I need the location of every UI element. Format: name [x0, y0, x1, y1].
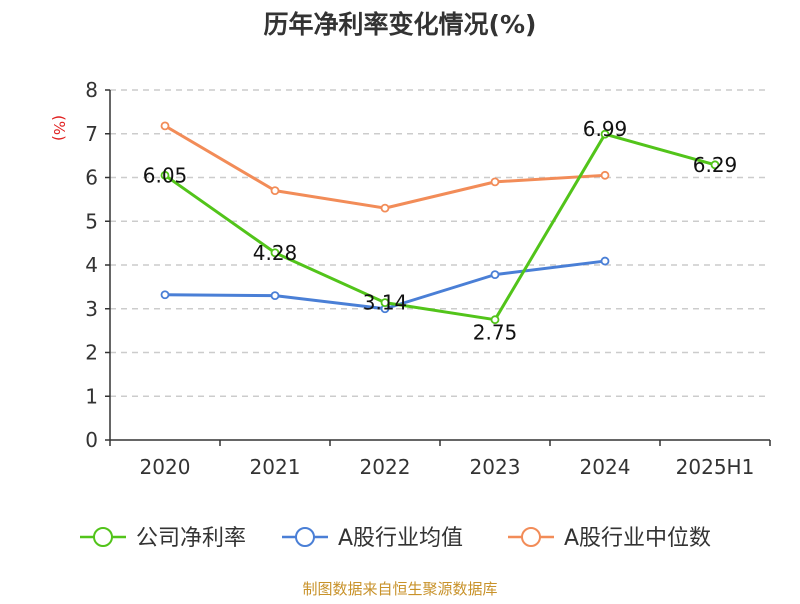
- y-tick-label: 1: [85, 384, 98, 408]
- data-point: [270, 248, 280, 258]
- y-axis-label: (%): [50, 115, 68, 141]
- y-tick-label: 6: [85, 166, 98, 190]
- source-note: 制图数据来自恒生聚源数据库: [302, 580, 497, 598]
- data-point: [160, 170, 170, 180]
- y-tick-label: 4: [85, 253, 98, 277]
- data-point: [600, 129, 610, 139]
- y-tick-label: 2: [85, 341, 98, 365]
- series-line: [164, 124, 606, 210]
- y-tick-label: 7: [85, 122, 98, 146]
- data-point: [490, 177, 500, 187]
- legend-label: A股行业均值: [338, 526, 463, 551]
- data-point: [710, 160, 720, 170]
- series-line: [164, 132, 716, 322]
- data-label: 6.99: [583, 117, 628, 141]
- x-tick-label: 2023: [470, 455, 521, 479]
- legend-label: A股行业中位数: [564, 526, 711, 551]
- data-label: 2.75: [473, 321, 518, 345]
- data-label: 6.29: [693, 153, 738, 177]
- data-point: [490, 270, 500, 280]
- y-tick-label: 0: [85, 428, 98, 452]
- data-point: [490, 315, 500, 325]
- series-layer: [160, 121, 720, 325]
- chart-title: 历年净利率变化情况(%): [264, 10, 537, 39]
- y-tick-label: 3: [85, 297, 98, 321]
- data-point: [160, 121, 170, 131]
- x-tick-label: 2020: [140, 455, 191, 479]
- data-label-layer: 6.05 4.28 3.14 2.75 6.99 6.29: [143, 117, 738, 345]
- data-label: 3.14: [363, 291, 408, 315]
- legend: 公司净利率 A股行业均值 A股行业中位数: [80, 526, 711, 551]
- x-tick-label: 2022: [360, 455, 411, 479]
- data-point: [270, 186, 280, 196]
- legend-marker: [93, 527, 113, 547]
- data-point: [380, 203, 390, 213]
- data-point: [600, 170, 610, 180]
- x-tick-label: 2024: [580, 455, 631, 479]
- legend-marker: [521, 527, 541, 547]
- legend-label: 公司净利率: [136, 526, 246, 551]
- x-tick-label: 2021: [250, 455, 301, 479]
- data-point: [600, 256, 610, 266]
- y-tick-label: 8: [85, 78, 98, 102]
- grid-layer: [110, 89, 770, 397]
- legend-marker: [295, 527, 315, 547]
- y-tick-label: 5: [85, 209, 98, 233]
- data-point: [270, 291, 280, 301]
- data-label: 6.05: [143, 163, 188, 187]
- data-point: [160, 290, 170, 300]
- data-label: 4.28: [253, 241, 298, 265]
- x-tick-label: 2025H1: [676, 455, 755, 479]
- axis-layer: 0 1 2 3 4 5 6 7 8 2020 2021 2022 2023 2024 2025H1: [85, 78, 771, 479]
- data-point: [380, 298, 390, 308]
